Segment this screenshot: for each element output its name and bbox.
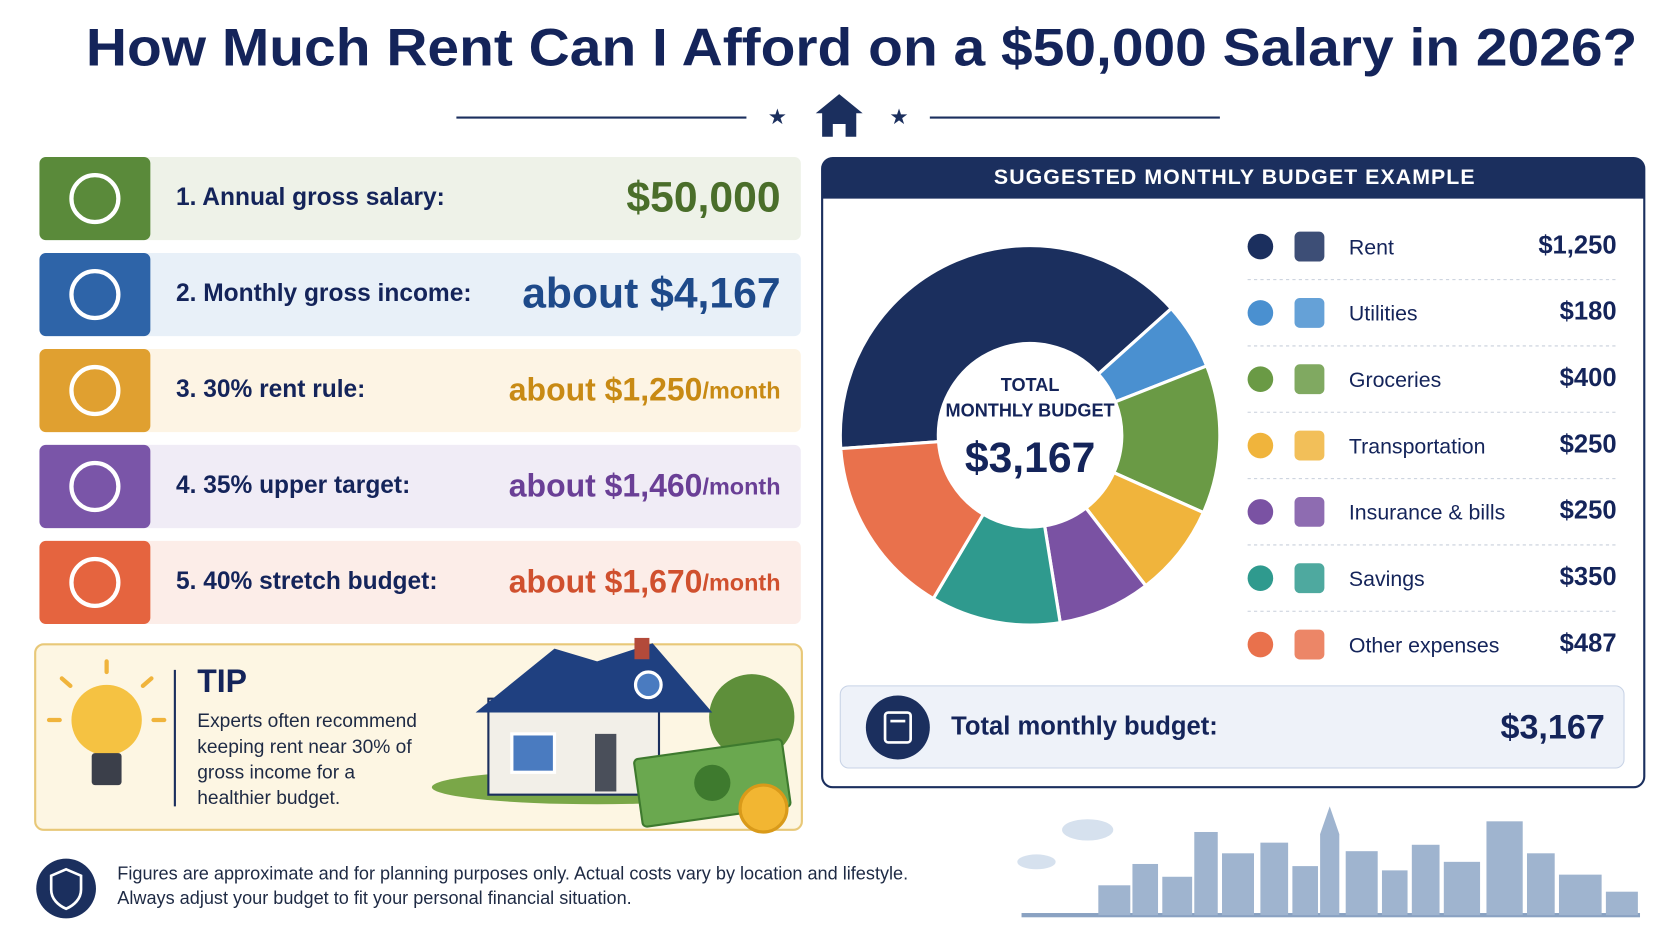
step-icon-glyph [69,364,121,417]
legend-name: Utilities [1349,302,1418,326]
step-unit: /month [702,570,780,596]
page-title: How Much Rent Can I Afford on a $50,000 … [86,19,1638,78]
tip-line: Experts often recommend [197,711,417,732]
step-row [39,348,801,433]
step-value: about $1,250/month [509,372,781,408]
donut-slice [839,440,986,601]
legend-icon [1294,231,1325,262]
legend-name: Savings [1349,567,1425,591]
step-label: 1. Annual gross salary: [176,184,445,211]
svg-text:★: ★ [768,105,787,129]
center-label: TOTAL [1001,375,1060,395]
step-unit: /month [702,378,780,404]
legend-dot [1247,631,1274,658]
legend-dot [1247,233,1274,260]
step-value: about $1,670/month [509,564,781,600]
legend-value: $1,250 [1538,231,1616,259]
footer: Figures are approximate and for planning… [36,858,908,919]
step-amount: $50,000 [626,174,780,222]
legend-dot [1247,300,1274,326]
steps: 1. Annual gross salary: $50,000 2. Monthly… [39,157,801,625]
step-icon [39,540,151,625]
legend-value: $400 [1560,364,1617,392]
tip-box: TIP Experts often recommend keeping rent … [34,637,803,834]
legend-icon [1294,297,1325,328]
legend-dot [1247,366,1274,393]
step-row [39,540,801,625]
legend-name: Groceries [1349,368,1441,392]
step-icon [39,252,151,337]
step-value: about $4,167 [522,270,780,318]
step-amount: about $1,250 [509,372,703,408]
legend-icon [1294,629,1325,660]
step-label: 5. 40% stretch budget: [176,568,438,595]
step-row [39,444,801,529]
legend-icon [1294,496,1325,527]
step-unit: /month [702,474,780,500]
step-icon [39,348,151,433]
skyline [1017,806,1641,918]
step-icon-glyph [69,460,121,513]
step-row [39,252,801,337]
tip-line: gross income for a [197,762,355,783]
center-label: MONTHLY BUDGET [946,401,1115,421]
legend-name: Rent [1349,235,1394,259]
legend-value: $350 [1560,563,1617,591]
step-amount: about $4,167 [522,270,780,318]
step-amount: about $1,670 [509,564,703,600]
tip-line: keeping rent near 30% of [197,737,412,758]
donut-hole [939,344,1121,526]
legend-icon [1294,430,1325,461]
legend-dot [1247,565,1274,591]
footer-line: Figures are approximate and for planning… [117,863,908,883]
panel-title: SUGGESTED MONTHLY BUDGET EXAMPLE [994,165,1476,189]
step-label: 4. 35% upper target: [176,472,410,499]
legend-value: $487 [1560,629,1617,657]
tip-title: TIP [197,663,247,699]
legend-dot [1247,432,1274,459]
legend-icon [1294,364,1325,395]
step-value: $50,000 [626,174,780,222]
step-row [39,157,801,241]
step-label: 2. Monthly gross income: [176,280,472,307]
legend-value: $250 [1560,430,1617,458]
tip-line: healthier budget. [197,788,340,809]
donut-slice [838,243,1174,451]
legend-name: Transportation [1349,434,1486,458]
donut-chart: TOTAL MONTHLY BUDGET $3,167 [838,243,1222,627]
step-label: 3. 30% rent rule: [176,376,365,403]
step-icon-glyph [69,268,121,321]
step-value: about $1,460/month [509,468,781,504]
legend-name: Other expenses [1349,633,1499,657]
legend-name: Insurance & bills [1349,501,1505,525]
total-caption: Total monthly budget: [951,712,1218,740]
step-icon [39,157,151,241]
total-value: $3,167 [1500,709,1604,747]
center-total: $3,167 [965,434,1095,482]
legend-value: $250 [1560,497,1617,525]
step-icon-glyph [69,556,121,609]
legend-value: $180 [1560,298,1617,326]
title-divider: ★ ★ [456,94,1220,137]
step-amount: about $1,460 [509,468,703,504]
step-icon-glyph [69,172,121,225]
legend-icon [1294,563,1325,594]
legend: Rent $1,250 Utilities $180 Groceries $400 Tran… [1247,231,1619,660]
step-icon [39,444,151,529]
svg-text:★: ★ [889,105,908,129]
footer-line: Always adjust your budget to fit your pe… [117,888,631,908]
legend-dot [1247,499,1274,525]
